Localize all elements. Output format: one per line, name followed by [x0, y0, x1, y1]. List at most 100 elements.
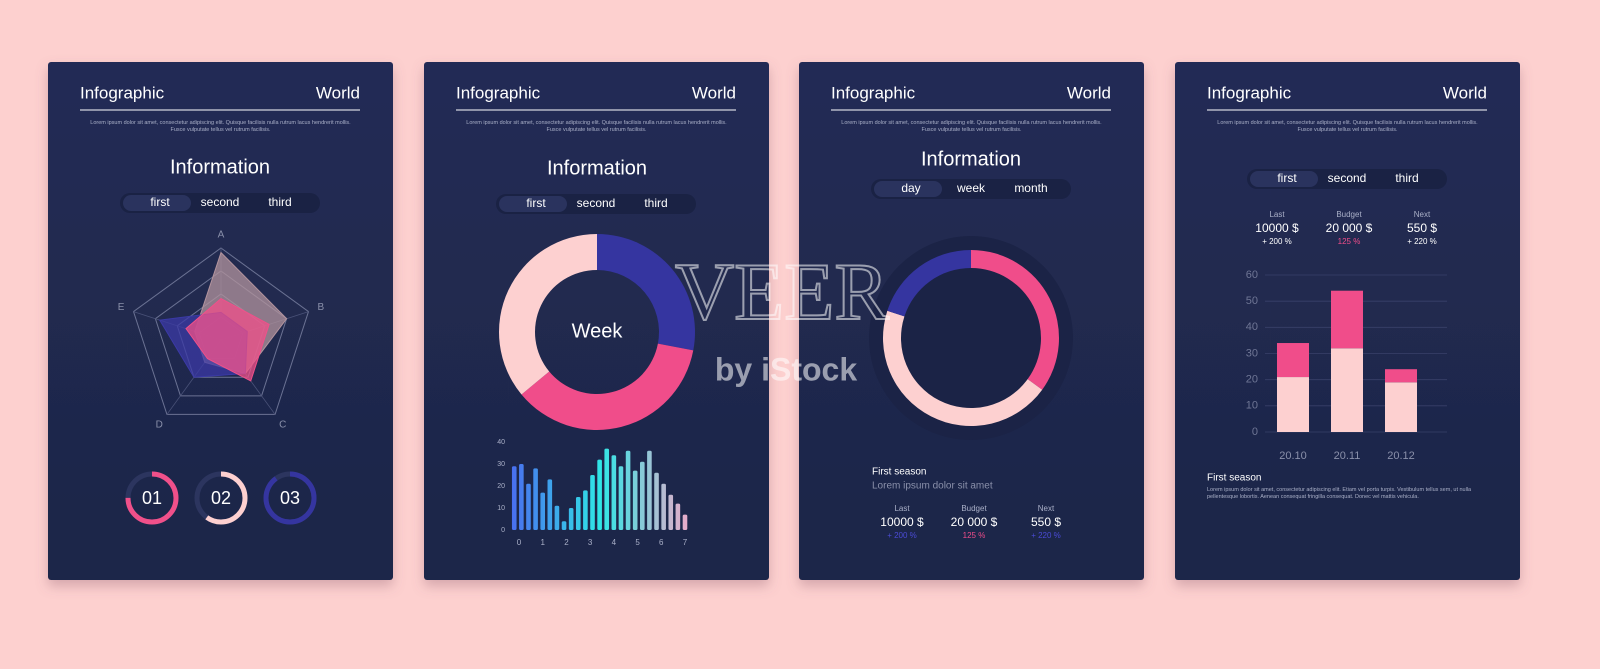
donut-segment — [597, 234, 695, 351]
paragraph: Lorem ipsum dolor sit amet, consectetur … — [90, 120, 351, 133]
bar — [511, 466, 517, 530]
axis-label: B — [318, 302, 325, 313]
paragraph: Lorem ipsum dolor sit amet, consectetur … — [466, 120, 727, 133]
x-tick-label: 20.12 — [1387, 450, 1415, 462]
axis-label: C — [279, 420, 286, 431]
tab[interactable]: day — [901, 181, 920, 195]
y-tick-label: 20 — [1246, 374, 1258, 386]
bar — [647, 450, 652, 530]
bar-segment — [1385, 382, 1417, 432]
paragraph-text: Lorem ipsum dolor sit amet, consectetur … — [90, 120, 351, 133]
y-tick-label: 10 — [497, 505, 505, 512]
tab[interactable]: first — [1277, 171, 1297, 185]
panel-title: Information — [547, 157, 647, 179]
x-tick-label: 6 — [659, 538, 664, 547]
tab[interactable]: month — [1014, 181, 1047, 195]
bar-segment — [1331, 290, 1363, 349]
donut-center: Week — [572, 320, 624, 342]
gauge-arc — [263, 471, 317, 525]
y-tick-label: 60 — [1246, 269, 1258, 281]
stat-change: + 220 % — [1031, 531, 1061, 540]
gauge-label: 01 — [142, 488, 162, 508]
watermark: VEER by iStock — [674, 245, 890, 388]
stat-value: 10000 $ — [880, 515, 924, 529]
tab[interactable]: second — [577, 196, 616, 210]
gauge-arc — [194, 471, 248, 525]
bar — [526, 483, 531, 530]
stat-change: 125 % — [963, 531, 986, 540]
donut-segment — [499, 234, 597, 395]
x-tick-label: 20.10 — [1279, 450, 1307, 462]
x-tick-label: 7 — [683, 538, 688, 547]
heading: First season — [872, 467, 926, 478]
heading: First season — [1207, 473, 1261, 484]
x-tick-label: 1 — [540, 538, 545, 547]
header-left: Infographic — [80, 83, 165, 102]
header-right: World — [1443, 83, 1487, 102]
y-tick-label: 10 — [1246, 400, 1258, 412]
tab[interactable]: third — [268, 195, 291, 209]
stat-change: + 200 % — [1262, 237, 1292, 246]
tab-active — [499, 196, 567, 212]
y-tick-label: 0 — [501, 527, 505, 534]
donut-segment — [971, 250, 1060, 390]
watermark-title: VEER — [675, 246, 889, 337]
stat-value: 20 000 $ — [1326, 221, 1373, 235]
bar — [632, 470, 638, 530]
x-tick-label: 2 — [564, 538, 569, 547]
bar — [554, 505, 560, 530]
bar — [675, 503, 681, 530]
donut-segment — [883, 310, 1043, 426]
y-tick-label: 30 — [1246, 347, 1258, 359]
stat-value: 550 $ — [1407, 221, 1437, 235]
axis-label: A — [218, 230, 225, 241]
stat-change: 125 % — [1338, 237, 1361, 246]
bar — [583, 490, 588, 530]
header-left: Infographic — [1207, 83, 1292, 102]
bar — [533, 468, 538, 530]
header-right: World — [1067, 83, 1111, 102]
stat-change: + 220 % — [1407, 237, 1437, 246]
tab[interactable]: second — [201, 195, 240, 209]
tab[interactable]: third — [644, 196, 667, 210]
paragraph: Lorem ipsum dolor sit amet, consectetur … — [1217, 120, 1477, 133]
panel — [424, 62, 769, 580]
header-right: World — [316, 83, 360, 102]
stat-change: + 200 % — [887, 531, 917, 540]
bar — [590, 475, 595, 530]
bar — [604, 448, 610, 530]
paragraph: Lorem ipsum dolor sit amet, consectetur … — [841, 120, 1101, 133]
x-tick-label: 20.11 — [1334, 450, 1361, 462]
paragraph-text: Lorem ipsum dolor sit amet, consectetur … — [466, 120, 727, 133]
stat-label: Last — [894, 504, 910, 513]
y-tick-label: 30 — [497, 461, 505, 468]
x-tick-label: 0 — [517, 538, 522, 547]
bar-segment — [1331, 348, 1363, 432]
tab[interactable]: third — [1395, 171, 1418, 185]
bar — [561, 521, 567, 530]
bar — [661, 483, 666, 530]
bar — [668, 494, 674, 530]
tab[interactable]: first — [526, 196, 546, 210]
bar — [654, 472, 659, 530]
paragraph-text: Lorem ipsum dolor sit amet, consectetur … — [1207, 487, 1472, 500]
stat-label: Next — [1414, 210, 1431, 219]
bar-segment — [1385, 369, 1417, 383]
stat-label: Next — [1038, 504, 1055, 513]
y-tick-label: 40 — [1246, 321, 1258, 333]
bar — [611, 455, 617, 530]
stat-value: 550 $ — [1031, 515, 1061, 529]
panel-title: Information — [921, 148, 1021, 170]
tab-active — [123, 195, 191, 211]
bar — [540, 492, 545, 530]
gauge-label: 02 — [211, 488, 231, 508]
tab-active — [1250, 171, 1318, 187]
tab[interactable]: first — [150, 195, 170, 209]
y-tick-label: 40 — [497, 439, 505, 446]
donut-segment — [521, 343, 694, 430]
stat-value: 10000 $ — [1255, 221, 1299, 235]
stat-label: Last — [1269, 210, 1285, 219]
tab[interactable]: second — [1328, 171, 1367, 185]
tab[interactable]: week — [956, 181, 986, 195]
